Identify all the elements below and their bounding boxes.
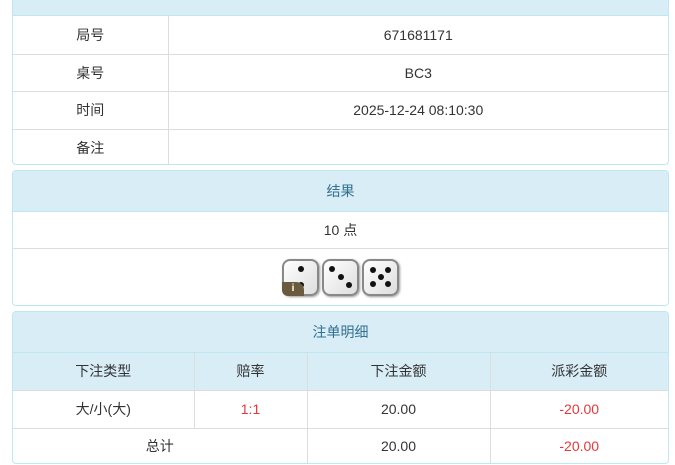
info-table: 局号 671681171 桌号 BC3 时间 2025-12-24 08:10:30 …	[13, 16, 668, 164]
time: 2025-12-24 08:10:30	[167, 90, 668, 130]
pip	[370, 266, 377, 273]
total-payout: -20.00	[489, 427, 668, 463]
result-title: 结果	[13, 171, 668, 212]
label: 时间	[13, 90, 169, 130]
bet-type: 大/小(大)	[13, 389, 195, 429]
pip	[345, 282, 352, 289]
total-amount: 20.00	[306, 427, 491, 463]
info-panel: 局号 671681171 桌号 BC3 时间 2025-12-24 08:10:30 …	[12, 0, 669, 165]
label: 备注	[13, 128, 169, 164]
total-label: 总计	[13, 427, 308, 463]
info-panel-header	[13, 0, 668, 16]
pip	[384, 266, 391, 273]
row-time: 时间 2025-12-24 08:10:30	[13, 90, 668, 130]
table-row: 大/小(大) 1:1 20.00 -20.00	[13, 389, 668, 429]
label: 局号	[13, 16, 169, 55]
col-odds: 赔率	[193, 353, 308, 391]
result-panel: 结果 10 点 i	[12, 170, 669, 306]
bet-amount: 20.00	[306, 389, 491, 429]
row-table-id: 桌号 BC3	[13, 53, 668, 92]
bet-detail-title: 注单明细	[13, 312, 668, 353]
col-bet-amount: 下注金额	[306, 353, 491, 391]
pip	[377, 274, 384, 280]
dice-row: i	[13, 249, 668, 305]
row-remark: 备注	[13, 128, 668, 164]
col-bet-type: 下注类型	[13, 353, 195, 391]
pip	[297, 265, 304, 272]
row-round-id: 局号 671681171	[13, 16, 668, 55]
die-2: i	[282, 258, 319, 296]
pip	[370, 281, 377, 288]
pip	[329, 265, 336, 272]
pip	[384, 281, 391, 288]
odds: 1:1	[193, 389, 308, 429]
info-icon[interactable]: i	[282, 281, 304, 296]
pip	[337, 274, 344, 280]
result-points: 10 点	[13, 212, 668, 249]
bet-table-header: 下注类型 赔率 下注金额 派彩金额	[13, 353, 668, 391]
die-5	[362, 258, 399, 296]
col-payout: 派彩金额	[489, 353, 668, 391]
round-id: 671681171	[167, 16, 668, 55]
label: 桌号	[13, 53, 169, 92]
payout: -20.00	[489, 389, 668, 429]
die-3	[322, 258, 359, 296]
bet-detail-panel: 注单明细 下注类型 赔率 下注金额 派彩金额 大/小(大) 1:1 20.00 …	[12, 311, 669, 464]
total-row: 总计 20.00 -20.00	[13, 427, 668, 463]
table-id: BC3	[167, 53, 668, 92]
bet-table: 下注类型 赔率 下注金额 派彩金额 大/小(大) 1:1 20.00 -20.0…	[13, 353, 668, 463]
remark	[167, 128, 668, 164]
